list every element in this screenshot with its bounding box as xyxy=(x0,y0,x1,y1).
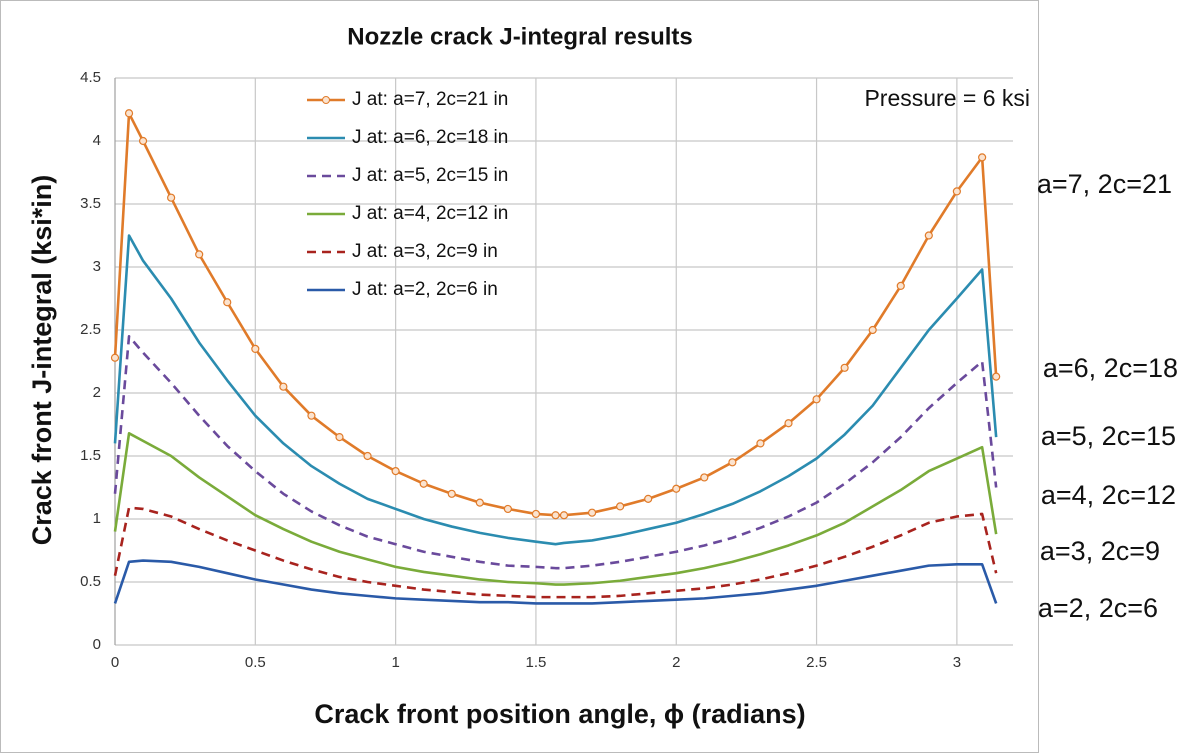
point xyxy=(195,250,204,259)
point xyxy=(728,458,737,467)
point xyxy=(551,511,560,520)
x-axis-label: Crack front position angle, ϕ (radians) xyxy=(314,699,805,729)
point xyxy=(700,473,709,482)
annotation: a=6, 2c=18 xyxy=(1043,353,1178,383)
point xyxy=(756,439,765,448)
point xyxy=(475,498,484,507)
y-tick-label: 0.5 xyxy=(80,573,101,590)
point xyxy=(531,509,541,519)
point xyxy=(138,136,148,146)
y-tick-label: 2.5 xyxy=(80,321,101,338)
point xyxy=(924,231,933,240)
annotation: a=5, 2c=15 xyxy=(1041,421,1176,451)
series-line xyxy=(113,559,998,605)
point xyxy=(503,504,512,514)
y-tick-label: 4.5 xyxy=(80,69,101,86)
y-axis-label: Crack front J-integral (ksi*in) xyxy=(27,175,57,546)
x-tick-label: 3 xyxy=(953,654,961,671)
series-line xyxy=(113,506,998,599)
y-tick-label: 3 xyxy=(93,258,101,275)
point xyxy=(110,353,120,362)
series-line xyxy=(113,234,998,546)
point xyxy=(896,281,905,290)
legend-marker xyxy=(322,96,330,104)
series-line xyxy=(113,335,998,570)
annotation: a=2, 2c=6 xyxy=(1038,593,1158,623)
x-tick-label: 0.5 xyxy=(245,654,266,671)
y-tick-label: 2 xyxy=(93,384,101,401)
point xyxy=(307,411,316,420)
point xyxy=(978,153,987,162)
legend-label: J at: a=6, 2c=18 in xyxy=(352,127,508,148)
point xyxy=(616,502,625,511)
point xyxy=(335,433,344,442)
point xyxy=(812,395,821,404)
x-tick-label: 0 xyxy=(111,654,119,671)
y-tick-label: 0 xyxy=(93,636,101,653)
point xyxy=(167,193,176,202)
point xyxy=(952,187,961,196)
x-tick-label: 1.5 xyxy=(526,654,547,671)
point xyxy=(644,494,653,503)
annotation: a=3, 2c=9 xyxy=(1040,536,1160,566)
y-tick-label: 3.5 xyxy=(80,195,101,212)
series-line xyxy=(113,432,998,586)
point xyxy=(992,372,1001,381)
point xyxy=(363,451,372,461)
point xyxy=(447,489,456,498)
x-tick-label: 2.5 xyxy=(806,654,827,671)
point xyxy=(784,419,793,428)
point xyxy=(672,484,681,493)
point xyxy=(124,109,134,118)
x-tick-label: 1 xyxy=(391,654,399,671)
point xyxy=(840,363,849,372)
annotation: a=4, 2c=12 xyxy=(1041,480,1176,510)
legend-label: J at: a=2, 2c=6 in xyxy=(352,279,498,300)
point xyxy=(587,508,597,517)
annotation: Pressure = 6 ksi xyxy=(864,85,1030,111)
point xyxy=(391,467,400,476)
point xyxy=(868,325,877,335)
annotation: a=7, 2c=21 xyxy=(1037,169,1172,199)
point xyxy=(279,382,288,391)
point xyxy=(559,511,569,520)
legend-label: J at: a=5, 2c=15 in xyxy=(352,165,508,186)
chart-title: Nozzle crack J-integral results xyxy=(347,23,692,50)
y-tick-label: 1.5 xyxy=(80,447,101,464)
legend-label: J at: a=7, 2c=21 in xyxy=(352,89,508,110)
point xyxy=(251,344,260,353)
x-tick-label: 2 xyxy=(672,654,680,671)
y-tick-label: 4 xyxy=(93,132,101,149)
y-tick-label: 1 xyxy=(93,510,101,527)
point xyxy=(419,479,428,488)
chart-frame xyxy=(0,0,1039,753)
legend-label: J at: a=4, 2c=12 in xyxy=(352,203,508,224)
legend-label: J at: a=3, 2c=9 in xyxy=(352,241,498,262)
point xyxy=(223,298,232,307)
